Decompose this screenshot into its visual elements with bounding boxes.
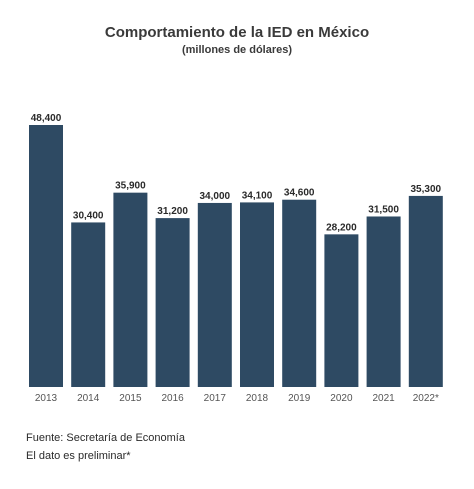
source-note: Fuente: Secretaría de Economía [26, 432, 185, 444]
bar-2014 [71, 222, 106, 387]
bar-2015 [113, 192, 148, 387]
x-tick-2021: 2021 [372, 393, 395, 404]
bar-2021 [366, 216, 401, 387]
bar-2013 [29, 125, 63, 387]
x-tick-2017: 2017 [204, 393, 227, 404]
bar-2020 [324, 234, 359, 387]
value-label-2018: 34,100 [242, 190, 273, 201]
value-label-2022*: 35,300 [411, 184, 442, 195]
bar-2017 [197, 202, 232, 387]
bar-2018 [240, 202, 274, 387]
value-label-2014: 30,400 [73, 210, 104, 221]
bar-2022* [408, 195, 443, 387]
value-label-2019: 34,600 [284, 188, 315, 199]
chart-subtitle: (millones de dólares) [181, 44, 293, 56]
x-tick-2018: 2018 [246, 393, 269, 404]
bar-chart: 48,400 2013 30,400 2014 35,900 2015 31,200 2016… [29, 113, 443, 404]
value-label-2020: 28,200 [326, 222, 357, 233]
value-label-2017: 34,000 [200, 191, 231, 202]
x-tick-2020: 2020 [330, 393, 353, 404]
value-label-2013: 48,400 [31, 113, 62, 124]
x-tick-2015: 2015 [119, 393, 142, 404]
value-label-2016: 31,200 [157, 206, 188, 217]
x-tick-2014: 2014 [77, 393, 100, 404]
value-label-2015: 35,900 [115, 181, 146, 192]
x-tick-2022*: 2022* [413, 393, 439, 404]
bar-2019 [282, 199, 317, 387]
x-tick-2013: 2013 [35, 393, 58, 404]
x-tick-2019: 2019 [288, 393, 311, 404]
chart-title: Comportamiento de la IED en México [104, 24, 370, 41]
value-label-2021: 31,500 [368, 204, 399, 215]
bar-2016 [155, 218, 190, 387]
x-tick-2016: 2016 [161, 393, 184, 404]
preliminary-note: El dato es preliminar* [26, 450, 131, 462]
